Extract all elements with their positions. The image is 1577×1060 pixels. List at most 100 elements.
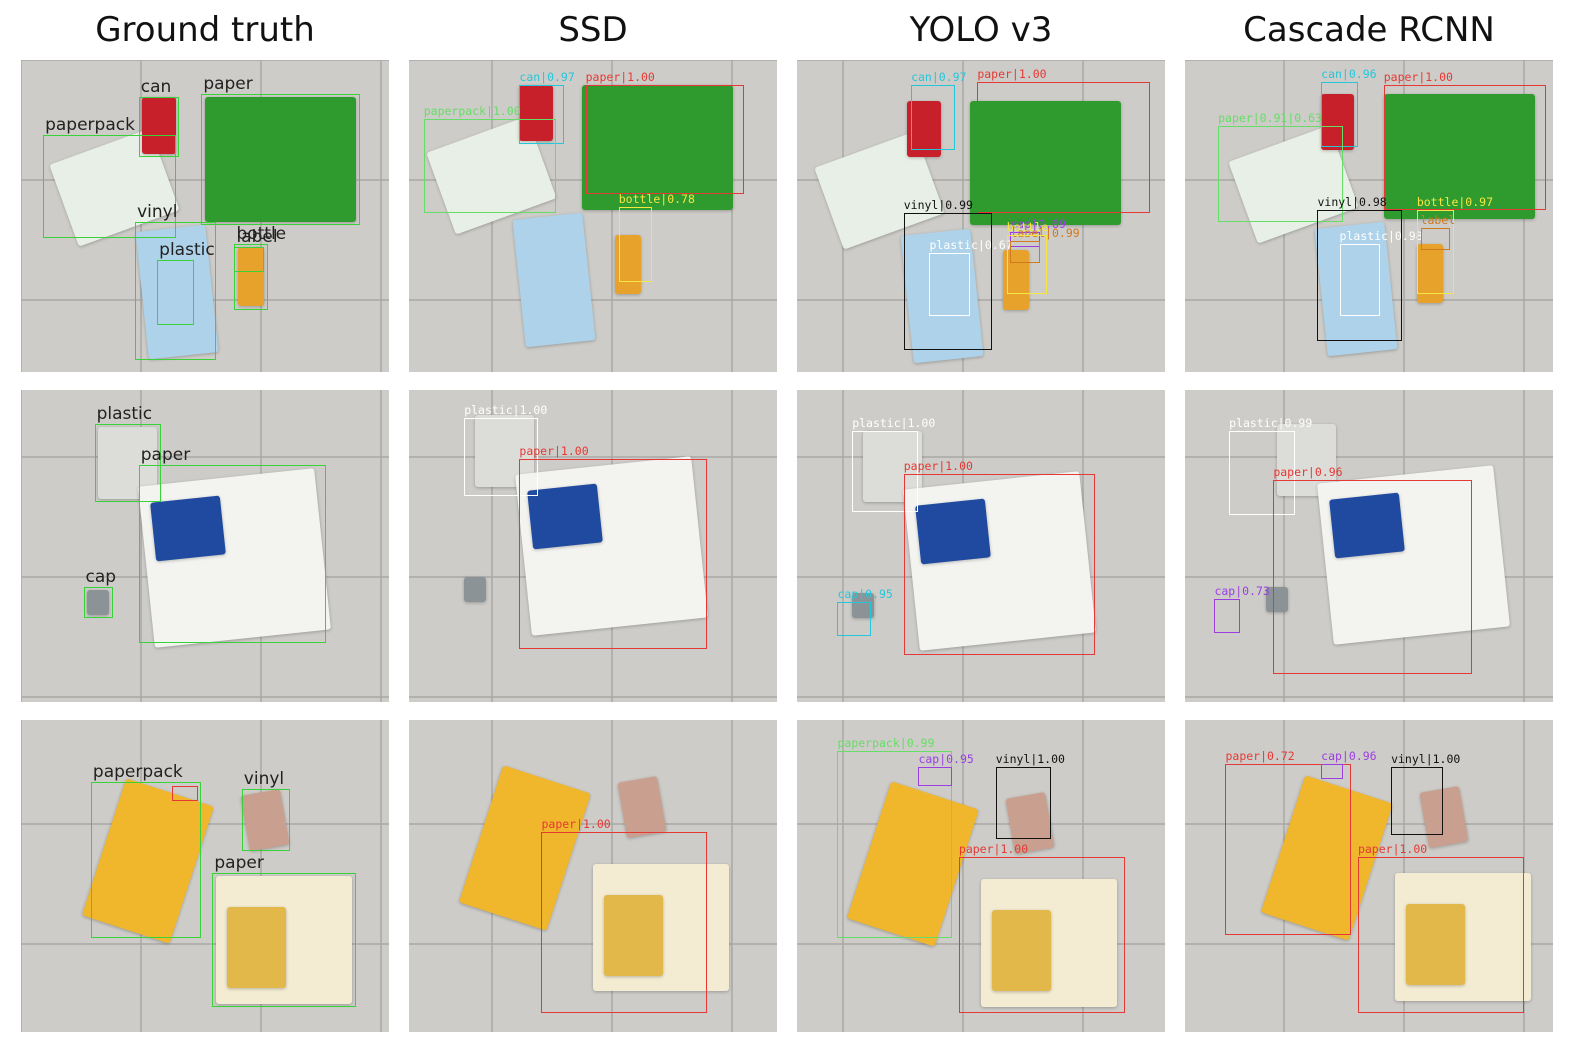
- bounding-box: [541, 832, 708, 1014]
- bounding-box: [241, 788, 290, 852]
- scene-object: [205, 97, 356, 223]
- image-panel: plastic|1.00 paper|1.00: [409, 390, 777, 702]
- box-label: paperpack: [45, 114, 135, 135]
- bounding-box: [519, 84, 564, 145]
- scene-object: [142, 97, 176, 154]
- scene-object: [1265, 586, 1289, 612]
- box-label: paper|1.00: [541, 817, 611, 832]
- box-label: paper|1.00: [903, 459, 973, 474]
- box-label: plastic|0.98: [1339, 229, 1423, 244]
- bounding-box: [90, 782, 202, 939]
- image-panel: plastic|0.99 paper|0.96 cap|0.73: [1185, 390, 1553, 702]
- bounding-box: [903, 212, 993, 351]
- scene-object: [227, 907, 286, 989]
- box-label: paper|1.00: [958, 842, 1029, 857]
- bounding-box: [43, 134, 176, 238]
- scene-object: [238, 247, 264, 307]
- box-label: plastic|0.67: [929, 238, 1013, 253]
- box-label: cap|0.96: [1321, 748, 1377, 763]
- box-label: cap|0.69: [1010, 216, 1066, 231]
- bounding-box: [1391, 766, 1443, 836]
- scene-object: [1405, 904, 1465, 986]
- column-title-cascade-rcnn: Cascade RCNN: [1243, 10, 1495, 50]
- bounding-box: [135, 222, 217, 360]
- box-label: paper|1.00: [519, 443, 589, 458]
- box-label: vinyl: [243, 768, 285, 789]
- bounding-box: [234, 247, 264, 273]
- box-label: cap|0.73: [1214, 584, 1270, 599]
- bounding-box: [138, 464, 327, 643]
- box-label: can|0.97: [519, 69, 575, 84]
- image-panel: can|0.97 paper|1.00 paperpack|1.00 bottle|0…: [409, 60, 777, 372]
- bounding-box: [234, 244, 268, 310]
- box-label: cap: [85, 566, 117, 587]
- box-label: can: [140, 77, 172, 98]
- box-label: paper|1.00: [1357, 842, 1428, 857]
- box-label: cap|0.95: [918, 751, 974, 766]
- bounding-box: [958, 857, 1125, 1014]
- box-label: vinyl|1.00: [995, 751, 1065, 766]
- box-label: paper: [140, 444, 191, 465]
- bounding-box: [837, 751, 952, 939]
- bounding-box: [1317, 209, 1403, 341]
- box-label: plastic|1.00: [464, 403, 548, 418]
- image-panel: can|0.97 paper|1.00 vinyl|0.99 plastic|0.67…: [797, 60, 1165, 372]
- box-label: paper: [214, 852, 264, 873]
- bounding-box: [1010, 240, 1040, 263]
- bounding-box: [911, 84, 956, 151]
- box-label: vinyl|1.00: [1391, 751, 1461, 766]
- bounding-box: [138, 97, 180, 157]
- box-label: vinyl: [137, 202, 178, 223]
- box-label: bottle|0.78: [618, 191, 695, 206]
- box-label: plastic: [96, 404, 153, 425]
- box-label: paper|0.91|0.63: [1218, 110, 1322, 125]
- bounding-box: [94, 424, 161, 503]
- bounding-box: [157, 259, 194, 326]
- box-label: paper|1.00: [1383, 69, 1453, 84]
- box-label: paperpack: [92, 762, 183, 783]
- bounding-box: [1010, 231, 1040, 248]
- bounding-box: [1229, 430, 1296, 515]
- scene-object: [1321, 94, 1355, 151]
- box-label: paper|1.00: [585, 69, 655, 84]
- box-label: cap|0.95: [837, 587, 893, 602]
- bounding-box: [929, 253, 970, 316]
- bounding-box: [1416, 209, 1454, 294]
- bounding-box: [1273, 480, 1473, 674]
- box-label: bottle: [1006, 219, 1049, 234]
- box-label: paper|0.96: [1273, 465, 1343, 480]
- box-label: vinyl|0.99: [903, 197, 973, 212]
- box-label: paper|0.72: [1225, 748, 1295, 763]
- bounding-box: [212, 872, 356, 1008]
- box-label: label|0.99: [1010, 225, 1080, 240]
- scene-object: [969, 100, 1121, 226]
- scene-object: [1383, 94, 1535, 220]
- column-title-ground-truth: Ground truth: [95, 10, 315, 50]
- scene-object: [604, 894, 663, 976]
- bounding-box: [852, 430, 919, 512]
- box-label: paper: [203, 74, 253, 95]
- bounding-box: [1006, 234, 1048, 294]
- box-label: bottle: [236, 224, 287, 245]
- column-title-yolo-v3: YOLO v3: [909, 10, 1053, 50]
- column-title-ssd: SSD: [558, 10, 628, 50]
- bounding-box: [423, 119, 557, 213]
- box-label: can|0.96: [1321, 66, 1377, 81]
- bounding-box: [995, 766, 1051, 839]
- scene-object: [992, 910, 1051, 992]
- box-label: paperpack|1.00: [423, 104, 521, 119]
- image-panel: plastic|1.00 paper|1.00 cap|0.95: [797, 390, 1165, 702]
- scene-object: [512, 212, 596, 348]
- bounding-box: [1225, 763, 1351, 936]
- scene-object: [464, 577, 487, 603]
- image-panel: can|0.96 paper|1.00 paper|0.91|0.63 vinyl|0…: [1185, 60, 1553, 372]
- bounding-box: [464, 418, 538, 497]
- image-panel: paperpack|0.99 cap|0.95 vinyl|1.00 paper|1.…: [797, 720, 1165, 1032]
- box-label: paperpack|0.99: [837, 736, 935, 751]
- bounding-box: [201, 94, 360, 226]
- bounding-box: [837, 602, 871, 637]
- scene-object: [581, 84, 733, 210]
- box-label: paper|1.00: [977, 66, 1047, 81]
- image-panel: can paper paperpack vinyl plastic bottle label: [21, 60, 389, 372]
- box-label: vinyl|0.98: [1317, 194, 1387, 209]
